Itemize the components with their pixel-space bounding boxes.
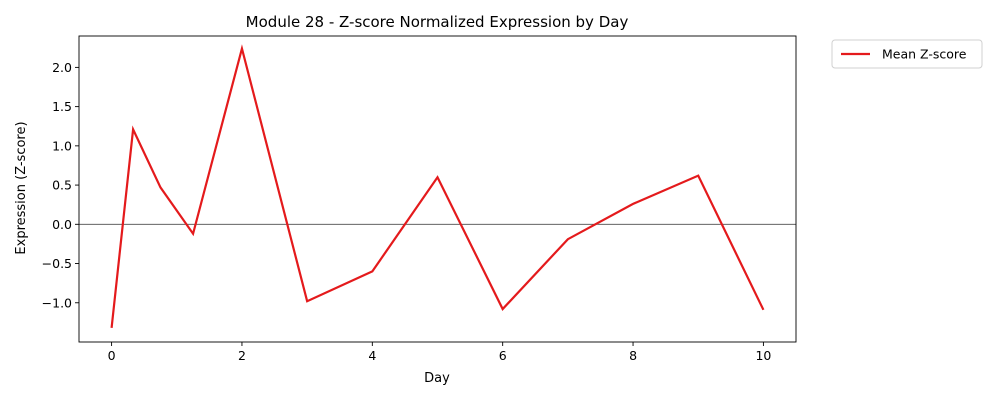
legend-label-0: Mean Z-score xyxy=(882,47,967,62)
y-tick-label: 1.0 xyxy=(52,138,72,153)
x-tick-label: 2 xyxy=(238,348,246,363)
y-tick-label: 1.5 xyxy=(52,99,72,114)
x-axis-label: Day xyxy=(424,371,450,386)
plot-area: 0 2 4 6 8 10 −1.0 −0.5 0.0 0.5 1.0 1.5 2.0 xyxy=(42,35,797,363)
chart-title: Module 28 - Z-score Normalized Expressio… xyxy=(246,13,629,31)
plot-frame xyxy=(78,35,797,343)
legend-box xyxy=(831,39,983,69)
y-tick-label: 0.5 xyxy=(52,178,72,193)
y-tick-label: −0.5 xyxy=(42,256,72,271)
y-tick-label: 2.0 xyxy=(52,60,72,75)
y-tick-label: 0.0 xyxy=(52,217,72,232)
x-tick-label: 6 xyxy=(499,348,507,363)
legend: Mean Z-score xyxy=(831,39,983,69)
x-tick-label: 8 xyxy=(629,348,637,363)
x-tick-label: 0 xyxy=(108,348,116,363)
x-tick-label: 4 xyxy=(368,348,376,363)
x-tick-label: 10 xyxy=(755,348,771,363)
y-tick-label: −1.0 xyxy=(42,295,72,310)
y-axis-label: Expression (Z-score) xyxy=(14,121,29,254)
series-line-0 xyxy=(110,44,765,328)
